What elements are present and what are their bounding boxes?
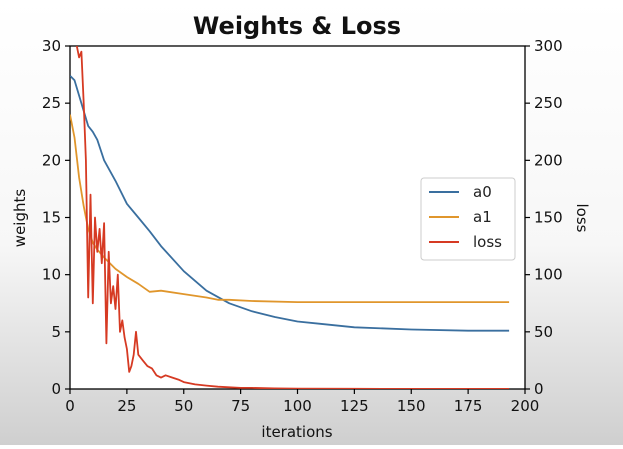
y-right-tick-label: 200 xyxy=(534,151,563,169)
y-right-tick-label: 0 xyxy=(534,380,544,398)
y-right-tick-label: 100 xyxy=(534,266,563,284)
x-tick-label: 25 xyxy=(117,397,136,415)
y-left-tick-label: 10 xyxy=(42,266,61,284)
legend-label-a1: a1 xyxy=(473,208,492,226)
x-tick-label: 100 xyxy=(283,397,312,415)
x-tick-label: 175 xyxy=(454,397,483,415)
y-left-tick-label: 25 xyxy=(42,94,61,112)
x-tick-label: 200 xyxy=(511,397,540,415)
x-tick-label: 125 xyxy=(340,397,369,415)
legend-box xyxy=(420,177,516,261)
y-left-tick-label: 5 xyxy=(51,323,61,341)
x-tick-label: 75 xyxy=(231,397,250,415)
y-right-tick-label: 250 xyxy=(534,94,563,112)
x-tick-label: 50 xyxy=(174,397,193,415)
y-axis-label-right: loss xyxy=(573,204,591,233)
y-right-tick-label: 50 xyxy=(534,323,553,341)
series-line-a0 xyxy=(70,75,510,332)
y-right-tick-label: 150 xyxy=(534,209,563,227)
x-axis-label: iterations xyxy=(261,423,332,441)
y-right-tick-label: 300 xyxy=(534,37,563,55)
y-left-tick-label: 15 xyxy=(42,209,61,227)
x-tick-label: 150 xyxy=(397,397,426,415)
y-left-tick-label: 20 xyxy=(42,151,61,169)
chart-title: Weights & Loss xyxy=(193,12,401,40)
legend-label-loss: loss xyxy=(473,233,502,251)
y-left-tick-label: 30 xyxy=(42,37,61,55)
y-axis-label-left: weights xyxy=(11,189,29,248)
x-tick-label: 0 xyxy=(65,397,75,415)
y-left-tick-label: 0 xyxy=(51,380,61,398)
series-line-loss xyxy=(75,46,510,389)
legend-label-a0: a0 xyxy=(473,183,492,201)
